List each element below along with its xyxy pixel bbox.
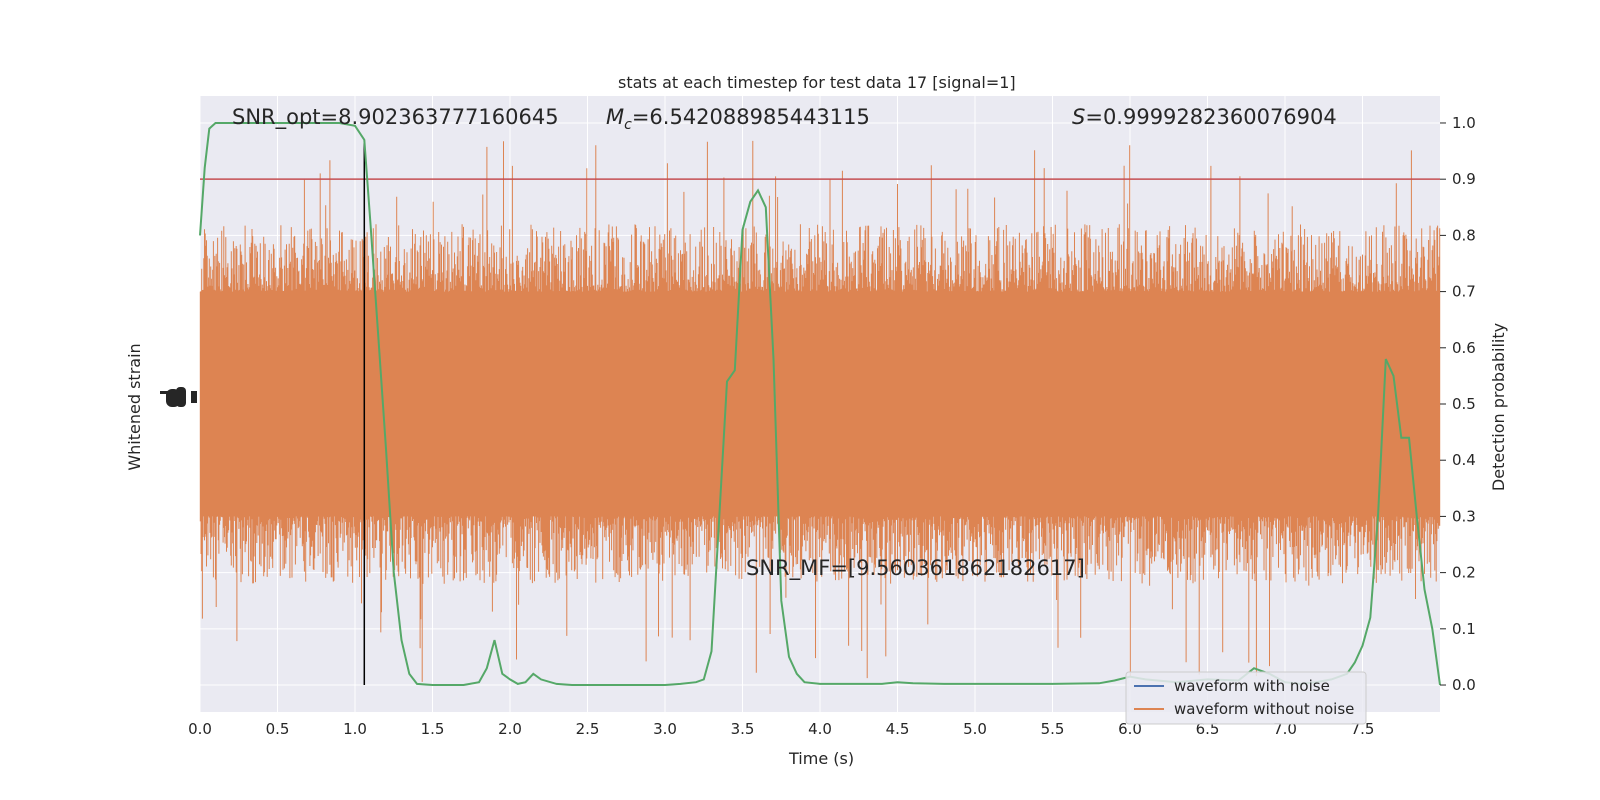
y-tick-label: 0.3 [1452, 507, 1476, 525]
left-y-axis-label: Whitened strain [125, 343, 144, 470]
snr-mf-annotation: SNR_MF=[9.560361862182617] [746, 556, 1085, 581]
legend-label-without-noise: waveform without noise [1174, 700, 1354, 718]
y-tick-label: 0.9 [1452, 170, 1476, 188]
chart-title: stats at each timestep for test data 17 … [618, 73, 1016, 92]
legend-label-with-noise: waveform with noise [1174, 677, 1330, 695]
left-tick-glyph [176, 387, 186, 407]
legend-box [1125, 671, 1367, 725]
y-tick-label: 0.1 [1452, 620, 1476, 638]
y-tick-label: 0.4 [1452, 451, 1476, 469]
x-tick-label: 5.5 [1041, 720, 1065, 738]
waveform-without-noise-trace [199, 140, 1441, 682]
y-tick-label: 0.5 [1452, 395, 1476, 413]
strain-spikes [199, 140, 1441, 682]
legend: waveform with noise waveform without noi… [1125, 671, 1367, 725]
left-tick-glyph [191, 391, 197, 403]
x-tick-label: 0.5 [266, 720, 290, 738]
x-tick-label: 2.0 [498, 720, 522, 738]
y-tick-label: 0.8 [1452, 226, 1476, 244]
chirp-mass-annotation: Mc=6.542088985443115 [606, 105, 870, 133]
x-tick-label: 1.0 [343, 720, 367, 738]
x-tick-label: 4.5 [886, 720, 910, 738]
x-tick-label: 3.5 [731, 720, 755, 738]
left-y-axis-tick-labels [160, 387, 197, 407]
x-tick-label: 2.5 [576, 720, 600, 738]
x-tick-label: 3.0 [653, 720, 677, 738]
y-tick-label: 0.7 [1452, 283, 1476, 301]
x-axis-label: Time (s) [788, 749, 854, 768]
snr-opt-annotation: SNR_opt=8.902363777160645 [232, 105, 559, 130]
y-tick-label: 0.2 [1452, 564, 1476, 582]
right-y-axis-ticks: 0.0 0.1 0.2 0.3 0.4 0.5 0.6 0.7 0.8 0.9 1.0 [1440, 114, 1476, 694]
x-tick-label: 5.0 [963, 720, 987, 738]
y-tick-label: 1.0 [1452, 114, 1476, 132]
s-annotation: S=0.9999282360076904 [1072, 105, 1337, 129]
y-tick-label: 0.6 [1452, 339, 1476, 357]
x-tick-label: 4.0 [808, 720, 832, 738]
x-tick-label: 0.0 [188, 720, 212, 738]
x-tick-label: 1.5 [421, 720, 445, 738]
right-y-axis-label: Detection probability [1489, 323, 1508, 491]
y-tick-label: 0.0 [1452, 676, 1476, 694]
